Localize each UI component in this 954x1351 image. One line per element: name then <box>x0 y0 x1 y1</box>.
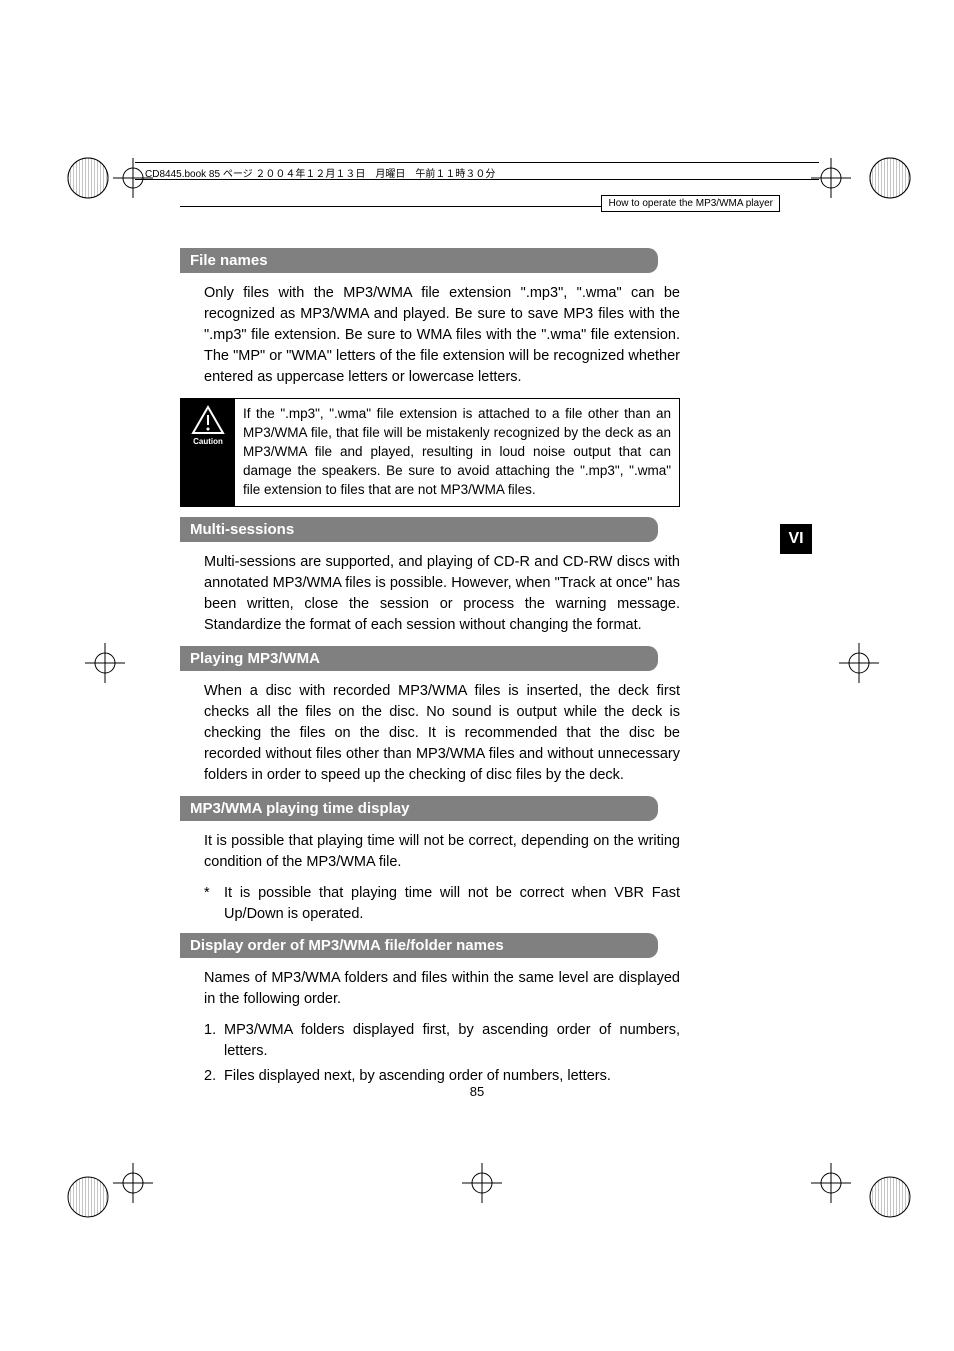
caution-icon-column: Caution <box>181 399 235 505</box>
section-title-multi-sessions: Multi-sessions <box>180 517 658 542</box>
registration-mark-tr <box>860 148 896 184</box>
list-marker-1: 1. <box>204 1020 224 1062</box>
body-playing: When a disc with recorded MP3/WMA files … <box>204 681 680 786</box>
section-title-playing: Playing MP3/WMA <box>180 646 658 671</box>
caution-box: Caution If the ".mp3", ".wma" file exten… <box>180 398 680 506</box>
section-title-time-display: MP3/WMA playing time display <box>180 796 658 821</box>
bullet-text: It is possible that playing time will no… <box>224 883 680 925</box>
page-number: 85 <box>0 1084 954 1099</box>
body-time-display: It is possible that playing time will no… <box>204 831 680 873</box>
crosshair-br <box>808 1160 844 1196</box>
body-file-names: Only files with the MP3/WMA file extensi… <box>204 283 680 388</box>
bullet-marker: * <box>204 883 224 925</box>
registration-mark-bl <box>58 1167 94 1203</box>
print-file-info: CD8445.book 85 ページ ２００４年１２月１３日 月曜日 午前１１時… <box>145 165 495 180</box>
section-title-file-names: File names <box>180 248 658 273</box>
ordered-item-1: 1. MP3/WMA folders displayed first, by a… <box>204 1020 680 1062</box>
crosshair-bl <box>110 1160 146 1196</box>
warning-icon <box>191 405 225 435</box>
registration-mark-br <box>860 1167 896 1203</box>
crosshair-bottom <box>459 1160 495 1196</box>
body-display-order: Names of MP3/WMA folders and files withi… <box>204 968 680 1010</box>
caution-label: Caution <box>193 437 223 446</box>
crosshair-right <box>836 640 872 676</box>
list-text-1: MP3/WMA folders displayed first, by asce… <box>224 1020 680 1062</box>
section-title-display-order: Display order of MP3/WMA file/folder nam… <box>180 933 658 958</box>
crosshair-left <box>82 640 118 676</box>
chapter-side-tab: VI <box>780 524 812 554</box>
chapter-tab: How to operate the MP3/WMA player <box>601 195 780 212</box>
page-content: File names Only files with the MP3/WMA f… <box>180 240 680 1091</box>
caution-text: If the ".mp3", ".wma" file extension is … <box>235 399 679 505</box>
bullet-time-display: * It is possible that playing time will … <box>204 883 680 925</box>
registration-mark-tl <box>58 148 94 184</box>
body-multi-sessions: Multi-sessions are supported, and playin… <box>204 552 680 636</box>
